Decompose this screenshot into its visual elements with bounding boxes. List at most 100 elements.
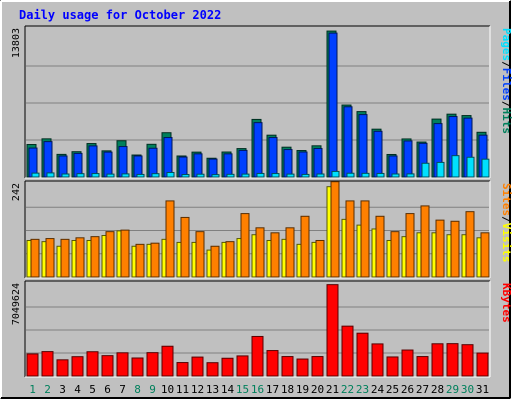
day-label-13: 13	[206, 383, 219, 396]
legend-entry-0: Sites	[500, 183, 512, 216]
day-label-3: 3	[59, 383, 66, 396]
bar-kbytes-24	[371, 343, 384, 377]
bar-sites-1	[30, 238, 40, 278]
day-label-19: 19	[296, 383, 309, 396]
day-labels-group: 1 2 3 4 5 6 7 8 9 10 11 12 13 14 15 16 17 18 19 20 21 22 23 24 2…	[29, 383, 489, 396]
bar-pages-15	[241, 173, 250, 178]
bar-pages-4	[76, 173, 85, 178]
bar-files-20	[313, 147, 323, 178]
day-label-23: 23	[356, 383, 369, 396]
bar-kbytes-26	[401, 349, 414, 377]
bar-sites-17	[270, 232, 280, 278]
day-label-15: 15	[236, 383, 249, 396]
day-label-11: 11	[176, 383, 189, 396]
bar-sites-30	[465, 211, 475, 278]
bar-pages-17	[271, 173, 280, 178]
bar-kbytes-23	[356, 332, 369, 377]
bar-kbytes-16	[251, 335, 264, 377]
bar-kbytes-29	[446, 343, 459, 377]
bar-kbytes-1	[26, 353, 39, 377]
bar-pages-1	[31, 172, 40, 178]
day-label-25: 25	[386, 383, 399, 396]
bar-kbytes-14	[221, 357, 234, 377]
bar-kbytes-6	[101, 355, 114, 377]
bar-kbytes-25	[386, 356, 399, 377]
bar-sites-21	[330, 181, 340, 278]
bar-files-15	[238, 149, 248, 178]
bar-kbytes-12	[191, 356, 204, 377]
day-label-28: 28	[431, 383, 444, 396]
bar-sites-2	[45, 238, 55, 278]
bar-sites-31	[480, 232, 490, 278]
bar-sites-27	[420, 205, 430, 278]
day-label-31: 31	[476, 383, 489, 396]
bar-kbytes-2	[41, 351, 54, 377]
bar-sites-4	[75, 237, 85, 278]
legend-entry-1: /	[500, 216, 512, 223]
bar-sites-12	[195, 231, 205, 278]
bar-kbytes-3	[56, 359, 69, 377]
bar-sites-20	[315, 239, 325, 278]
legend-entry-3: /	[500, 101, 512, 108]
legend-hits-files-pages: Pages/Files/Hits	[500, 28, 512, 134]
bar-sites-3	[60, 238, 70, 278]
bar-kbytes-15	[236, 355, 249, 377]
bar-sites-25	[390, 231, 400, 278]
bar-sites-5	[90, 236, 100, 278]
day-label-30: 30	[461, 383, 474, 396]
bar-sites-9	[150, 242, 160, 278]
bar-sites-23	[360, 200, 370, 278]
bar-kbytes-27	[416, 356, 429, 377]
bar-files-2	[43, 141, 53, 178]
day-label-21: 21	[326, 383, 339, 396]
day-label-16: 16	[251, 383, 264, 396]
day-label-1: 1	[29, 383, 36, 396]
legend-entry-0: KBytes	[500, 283, 512, 323]
bar-pages-16	[256, 172, 265, 178]
bar-sites-28	[435, 219, 445, 278]
legend-entry-1: /	[500, 61, 512, 68]
bar-pages-29	[451, 155, 460, 178]
bar-files-5	[88, 145, 98, 178]
bar-kbytes-31	[476, 352, 489, 377]
bar-files-14	[223, 153, 233, 178]
day-label-7: 7	[119, 383, 126, 396]
legend-visits-sites: Sites/Visits	[500, 183, 512, 263]
legend-entry-2: Visits	[500, 223, 512, 263]
bar-sites-13	[210, 245, 220, 278]
day-label-29: 29	[446, 383, 459, 396]
bar-files-7	[118, 146, 128, 178]
bar-sites-24	[375, 215, 385, 278]
bar-kbytes-28	[431, 343, 444, 377]
bar-pages-6	[106, 173, 115, 178]
bar-pages-3	[61, 173, 70, 178]
bar-kbytes-17	[266, 350, 279, 377]
bar-sites-18	[285, 227, 295, 278]
bar-pages-14	[226, 173, 235, 178]
day-label-14: 14	[221, 383, 235, 396]
bar-kbytes-13	[206, 362, 219, 377]
bar-pages-10	[166, 171, 175, 178]
legend-entry-2: Files	[500, 68, 512, 101]
bar-kbytes-9	[146, 352, 159, 377]
bar-kbytes-10	[161, 345, 174, 377]
legend-kbytes: KBytes	[500, 283, 512, 323]
bar-sites-16	[255, 227, 265, 278]
series-files	[28, 32, 488, 178]
bar-pages-12	[196, 173, 205, 178]
bar-pages-7	[121, 173, 130, 178]
bar-files-10	[163, 137, 173, 178]
bar-pages-25	[391, 173, 400, 178]
bar-sites-10	[165, 200, 175, 278]
bar-sites-29	[450, 220, 460, 278]
bar-pages-13	[211, 174, 220, 178]
bar-kbytes-11	[176, 362, 189, 377]
bar-kbytes-5	[86, 351, 99, 377]
day-label-10: 10	[161, 383, 174, 396]
bar-pages-31	[481, 158, 490, 178]
bar-pages-20	[316, 173, 325, 178]
bar-sites-8	[135, 243, 145, 278]
day-label-20: 20	[311, 383, 324, 396]
bar-kbytes-20	[311, 356, 324, 377]
bar-files-9	[148, 147, 158, 178]
